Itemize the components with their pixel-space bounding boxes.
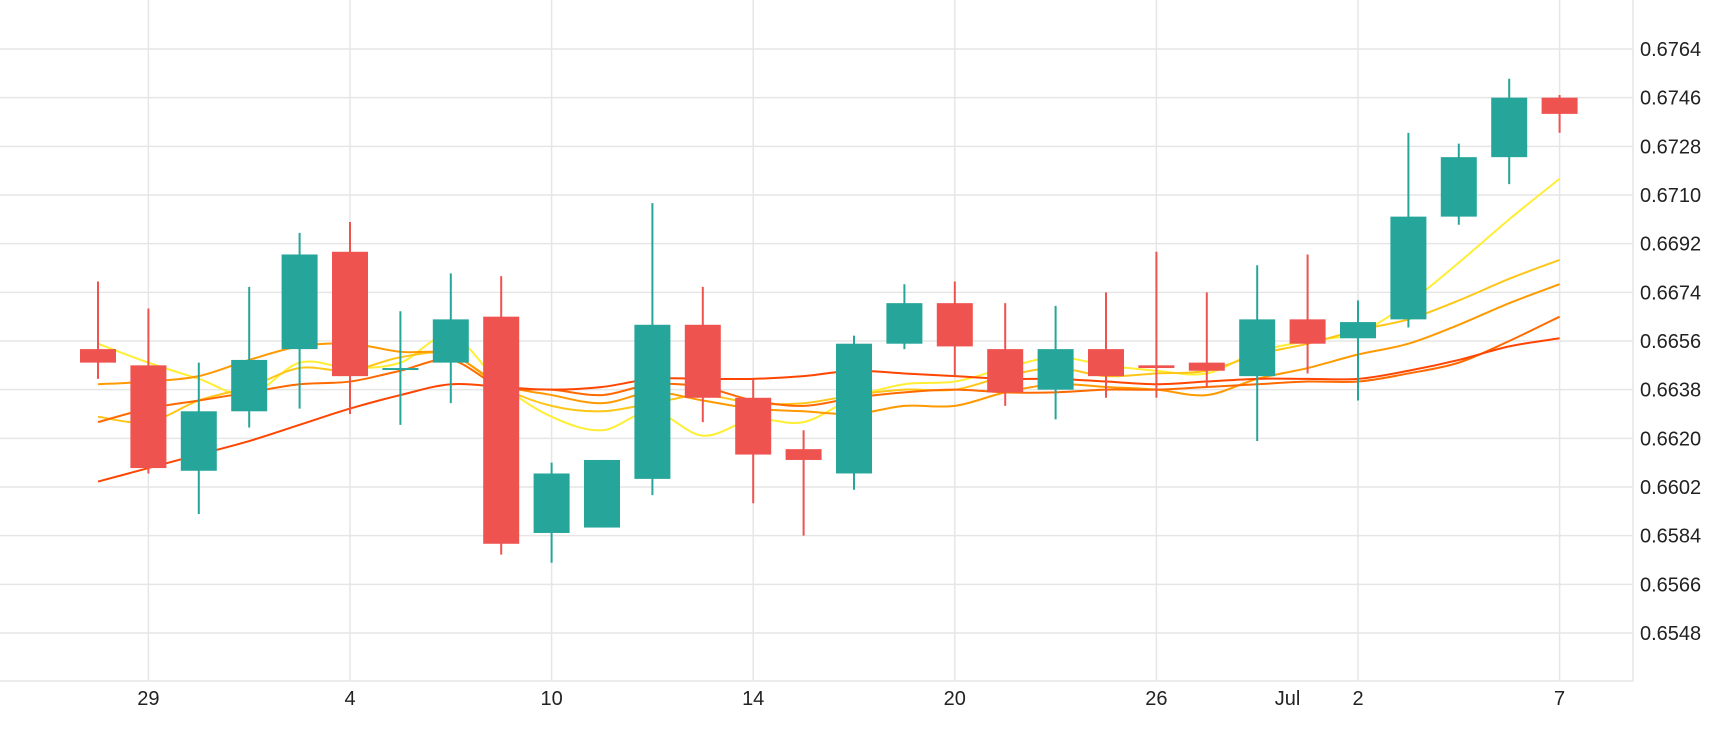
candle-body-up: [382, 368, 419, 371]
candle-body-up: [1239, 319, 1276, 377]
candle-body-down: [735, 397, 772, 455]
candle: [281, 232, 318, 409]
candle-body-up: [886, 303, 923, 344]
candle: [634, 203, 671, 496]
candle-body-down: [1088, 349, 1124, 377]
candle: [533, 462, 570, 563]
x-tick-label: 10: [540, 688, 562, 710]
candle: [987, 303, 1024, 406]
grid-lines: [0, 0, 1633, 681]
candle: [432, 273, 469, 404]
candle-body-down: [1188, 362, 1225, 371]
candle-body-up: [1440, 157, 1477, 217]
candle-body-down: [1541, 97, 1578, 114]
candle: [1138, 251, 1175, 398]
candle: [231, 286, 268, 428]
candle: [936, 281, 973, 377]
candle: [1239, 265, 1276, 442]
candle: [332, 222, 368, 414]
x-tick-label: 29: [137, 688, 159, 710]
x-tick-label: 14: [742, 688, 764, 710]
candle-body-up: [1491, 97, 1528, 158]
candle: [1088, 292, 1124, 398]
candle: [1037, 305, 1074, 420]
candle-body-down: [483, 316, 520, 544]
candle: [886, 284, 923, 350]
y-tick-label: 0.6710: [1640, 185, 1701, 207]
y-tick-label: 0.6620: [1640, 428, 1701, 450]
y-tick-label: 0.6692: [1640, 234, 1701, 256]
y-tick-label: 0.6764: [1640, 39, 1701, 61]
x-tick-label: 26: [1145, 688, 1167, 710]
candle: [483, 276, 520, 555]
candle: [584, 459, 620, 528]
candle: [382, 311, 419, 425]
candles: [80, 78, 1578, 563]
candle: [180, 362, 217, 515]
candle-body-down: [332, 251, 368, 377]
candle: [785, 430, 822, 536]
x-tick-label: 2: [1352, 688, 1363, 710]
candle: [1340, 300, 1376, 401]
x-tick-label: 20: [944, 688, 966, 710]
candle: [1440, 143, 1477, 225]
candle-body-down: [80, 349, 116, 363]
candle-body-up: [180, 411, 217, 471]
candle: [1188, 292, 1225, 387]
y-tick-label: 0.6638: [1640, 380, 1701, 402]
candle: [684, 286, 721, 423]
x-tick-label: 7: [1554, 688, 1565, 710]
candle-body-up: [231, 359, 268, 412]
candle-body-down: [936, 303, 973, 347]
candle-body-up: [1037, 349, 1074, 390]
candle-body-up: [533, 473, 570, 533]
candle-body-up: [836, 343, 872, 474]
y-tick-label: 0.6728: [1640, 136, 1701, 158]
candle-body-down: [987, 349, 1024, 393]
ma-line-4: [97, 337, 1560, 483]
candle-body-up: [281, 254, 318, 350]
candle-body-down: [785, 449, 822, 460]
y-tick-label: 0.6548: [1640, 623, 1701, 645]
candle: [735, 378, 772, 504]
candle-body-up: [584, 459, 620, 528]
ma-line-3: [97, 315, 1561, 424]
y-tick-label: 0.6584: [1640, 526, 1701, 548]
y-tick-label: 0.6656: [1640, 331, 1701, 353]
axes: 0.6548 0.6566 0.6584 0.6602 0.6620 0.6638 0.66…: [0, 0, 1701, 710]
y-tick-label: 0.6602: [1640, 477, 1701, 499]
candle: [1491, 78, 1528, 185]
candle: [1541, 94, 1578, 133]
candle-body-down: [130, 365, 167, 469]
candle: [836, 335, 872, 490]
candle-body-down: [1138, 365, 1175, 369]
y-tick-label: 0.6746: [1640, 88, 1701, 110]
candle: [80, 281, 116, 379]
candle-body-up: [1390, 216, 1427, 320]
candle: [1289, 254, 1326, 374]
x-tick-label: Jul: [1275, 688, 1301, 710]
candle-body-down: [1289, 319, 1326, 344]
candle-body-up: [432, 319, 469, 363]
candle-body-up: [1340, 322, 1376, 339]
candle-body-down: [684, 324, 721, 398]
candle-body-up: [634, 324, 671, 479]
candle: [1390, 132, 1427, 328]
x-tick-label: 4: [344, 688, 355, 710]
y-tick-label: 0.6566: [1640, 574, 1701, 596]
candle: [130, 308, 167, 474]
y-tick-label: 0.6674: [1640, 282, 1701, 304]
